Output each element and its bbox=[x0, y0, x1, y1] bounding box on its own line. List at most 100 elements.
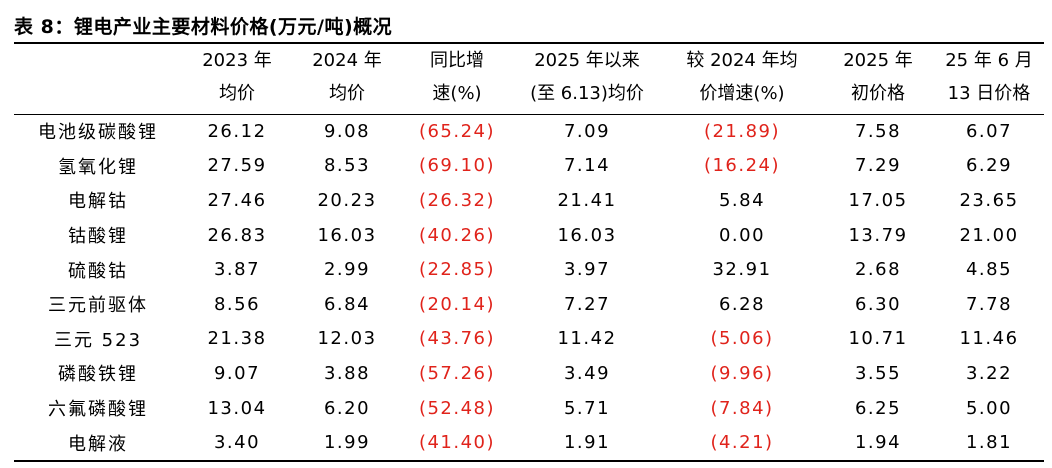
cell-start2025: 7.58 bbox=[854, 120, 902, 142]
header-avg-2024: 2024 年 均价 bbox=[292, 44, 402, 114]
cell-start2025: 1.94 bbox=[854, 432, 902, 454]
header-vs-2024-line1: 较 2024 年均 bbox=[686, 50, 798, 71]
cell-start2025: 6.25 bbox=[854, 397, 902, 419]
cell-avg2023: 26.12 bbox=[207, 120, 267, 142]
header-jun13: 25 年 6 月 13 日价格 bbox=[934, 44, 1044, 114]
cell-avg2023: 27.59 bbox=[207, 155, 267, 177]
cell-avg2023: 3.87 bbox=[213, 259, 261, 281]
cell-yoy: (40.26) bbox=[418, 224, 496, 246]
table-row: 电解液 3.40 1.99 (41.40) 1.91 (4.21) 1.94 1.81 bbox=[14, 425, 1044, 460]
cell-jun13: 6.29 bbox=[965, 155, 1013, 177]
header-vs-2024: 较 2024 年均 价增速(%) bbox=[662, 44, 822, 114]
cell-vs2024: (9.96) bbox=[710, 362, 774, 384]
cell-jun13: 1.81 bbox=[965, 432, 1013, 454]
cell-start2025: 17.05 bbox=[848, 189, 908, 211]
cell-vs2024: (4.21) bbox=[710, 432, 774, 454]
cell-jun13: 6.07 bbox=[965, 120, 1013, 142]
header-avg-2025: 2025 年以来 (至 6.13)均价 bbox=[512, 44, 662, 114]
header-yoy-line2: 速(%) bbox=[432, 83, 482, 104]
cell-jun13: 11.46 bbox=[959, 328, 1019, 350]
cell-vs2024: 32.91 bbox=[712, 259, 772, 281]
cell-start2025: 13.79 bbox=[848, 224, 908, 246]
header-avg-2024-line2: 均价 bbox=[329, 83, 365, 104]
table-body: 电池级碳酸锂 26.12 9.08 (65.24) 7.09 (21.89) 7.58 6.0… bbox=[14, 114, 1044, 460]
cell-yoy: (20.14) bbox=[418, 293, 496, 315]
cell-material-name: 电解液 bbox=[68, 433, 128, 455]
table-row: 氢氧化锂 27.59 8.53 (69.10) 7.14 (16.24) 7.29 6.29 bbox=[14, 149, 1044, 184]
header-avg-2023: 2023 年 均价 bbox=[182, 44, 292, 114]
cell-avg2024: 6.20 bbox=[323, 397, 371, 419]
price-table: 2023 年 均价 2024 年 均价 同比增 速(%) 2025 年以来 (至… bbox=[14, 44, 1044, 460]
cell-material-name: 三元 523 bbox=[53, 329, 143, 351]
cell-avg2024: 6.84 bbox=[323, 293, 371, 315]
cell-avg2024: 8.53 bbox=[323, 155, 371, 177]
cell-avg2024: 9.08 bbox=[323, 120, 371, 142]
cell-material-name: 磷酸铁锂 bbox=[58, 364, 138, 386]
cell-yoy: (26.32) bbox=[418, 189, 496, 211]
cell-vs2024: 0.00 bbox=[718, 224, 766, 246]
cell-vs2024: 6.28 bbox=[718, 293, 766, 315]
cell-material-name: 电解钴 bbox=[68, 191, 128, 213]
cell-avg2024: 16.03 bbox=[317, 224, 377, 246]
cell-avg2025: 7.14 bbox=[563, 155, 611, 177]
cell-start2025: 6.30 bbox=[854, 293, 902, 315]
table-row: 硫酸钴 3.87 2.99 (22.85) 3.97 32.91 2.68 4.85 bbox=[14, 252, 1044, 287]
header-start-2025: 2025 年 初价格 bbox=[822, 44, 934, 114]
cell-material-name: 六氟磷酸锂 bbox=[48, 399, 148, 421]
cell-avg2024: 12.03 bbox=[317, 328, 377, 350]
header-start-2025-line2: 初价格 bbox=[851, 83, 905, 104]
cell-start2025: 3.55 bbox=[854, 362, 902, 384]
cell-avg2023: 27.46 bbox=[207, 189, 267, 211]
cell-avg2023: 9.07 bbox=[213, 362, 261, 384]
table-row: 电池级碳酸锂 26.12 9.08 (65.24) 7.09 (21.89) 7.58 6.0… bbox=[14, 114, 1044, 149]
cell-jun13: 4.85 bbox=[965, 259, 1013, 281]
cell-material-name: 三元前驱体 bbox=[48, 295, 148, 317]
cell-jun13: 21.00 bbox=[959, 224, 1019, 246]
table-row: 三元 523 21.38 12.03 (43.76) 11.42 (5.06) 10.71 1… bbox=[14, 322, 1044, 357]
cell-yoy: (22.85) bbox=[418, 259, 496, 281]
top-rule bbox=[14, 42, 1044, 44]
cell-avg2025: 21.41 bbox=[557, 189, 617, 211]
table-row: 电解钴 27.46 20.23 (26.32) 21.41 5.84 17.05 23.65 bbox=[14, 183, 1044, 218]
cell-avg2023: 21.38 bbox=[207, 328, 267, 350]
header-yoy-line1: 同比增 bbox=[430, 50, 484, 71]
cell-avg2023: 3.40 bbox=[213, 432, 261, 454]
bottom-rule bbox=[14, 460, 1044, 462]
cell-avg2025: 3.97 bbox=[563, 259, 611, 281]
cell-material-name: 电池级碳酸锂 bbox=[38, 122, 158, 144]
cell-start2025: 2.68 bbox=[854, 259, 902, 281]
header-avg-2024-line1: 2024 年 bbox=[312, 50, 382, 71]
header-jun13-line2: 13 日价格 bbox=[947, 83, 1031, 104]
cell-material-name: 钴酸锂 bbox=[68, 226, 128, 248]
cell-avg2025: 3.49 bbox=[563, 362, 611, 384]
cell-yoy: (69.10) bbox=[418, 155, 496, 177]
cell-yoy: (43.76) bbox=[418, 328, 496, 350]
cell-vs2024: (21.89) bbox=[703, 120, 781, 142]
table-title: 表 8：锂电产业主要材料价格(万元/吨)概况 bbox=[14, 16, 393, 38]
header-rule bbox=[14, 114, 1044, 115]
header-yoy: 同比增 速(%) bbox=[402, 44, 512, 114]
header-avg-2023-line2: 均价 bbox=[219, 83, 255, 104]
header-jun13-line1: 25 年 6 月 bbox=[945, 50, 1033, 71]
cell-jun13: 5.00 bbox=[965, 397, 1013, 419]
cell-avg2025: 1.91 bbox=[563, 432, 611, 454]
cell-start2025: 10.71 bbox=[848, 328, 908, 350]
table-row: 磷酸铁锂 9.07 3.88 (57.26) 3.49 (9.96) 3.55 3.22 bbox=[14, 356, 1044, 391]
header-start-2025-line1: 2025 年 bbox=[843, 50, 913, 71]
cell-avg2023: 13.04 bbox=[207, 397, 267, 419]
cell-avg2025: 7.27 bbox=[563, 293, 611, 315]
cell-jun13: 7.78 bbox=[965, 293, 1013, 315]
header-avg-2025-line2: (至 6.13)均价 bbox=[530, 83, 644, 104]
header-material bbox=[14, 44, 182, 114]
cell-avg2025: 7.09 bbox=[563, 120, 611, 142]
cell-yoy: (41.40) bbox=[418, 432, 496, 454]
cell-vs2024: (5.06) bbox=[710, 328, 774, 350]
cell-avg2024: 1.99 bbox=[323, 432, 371, 454]
cell-avg2025: 11.42 bbox=[557, 328, 617, 350]
cell-avg2023: 26.83 bbox=[207, 224, 267, 246]
table-row: 钴酸锂 26.83 16.03 (40.26) 16.03 0.00 13.79 21.00 bbox=[14, 218, 1044, 253]
cell-yoy: (52.48) bbox=[418, 397, 496, 419]
header-avg-2023-line1: 2023 年 bbox=[202, 50, 272, 71]
header-avg-2025-line1: 2025 年以来 bbox=[534, 50, 640, 71]
